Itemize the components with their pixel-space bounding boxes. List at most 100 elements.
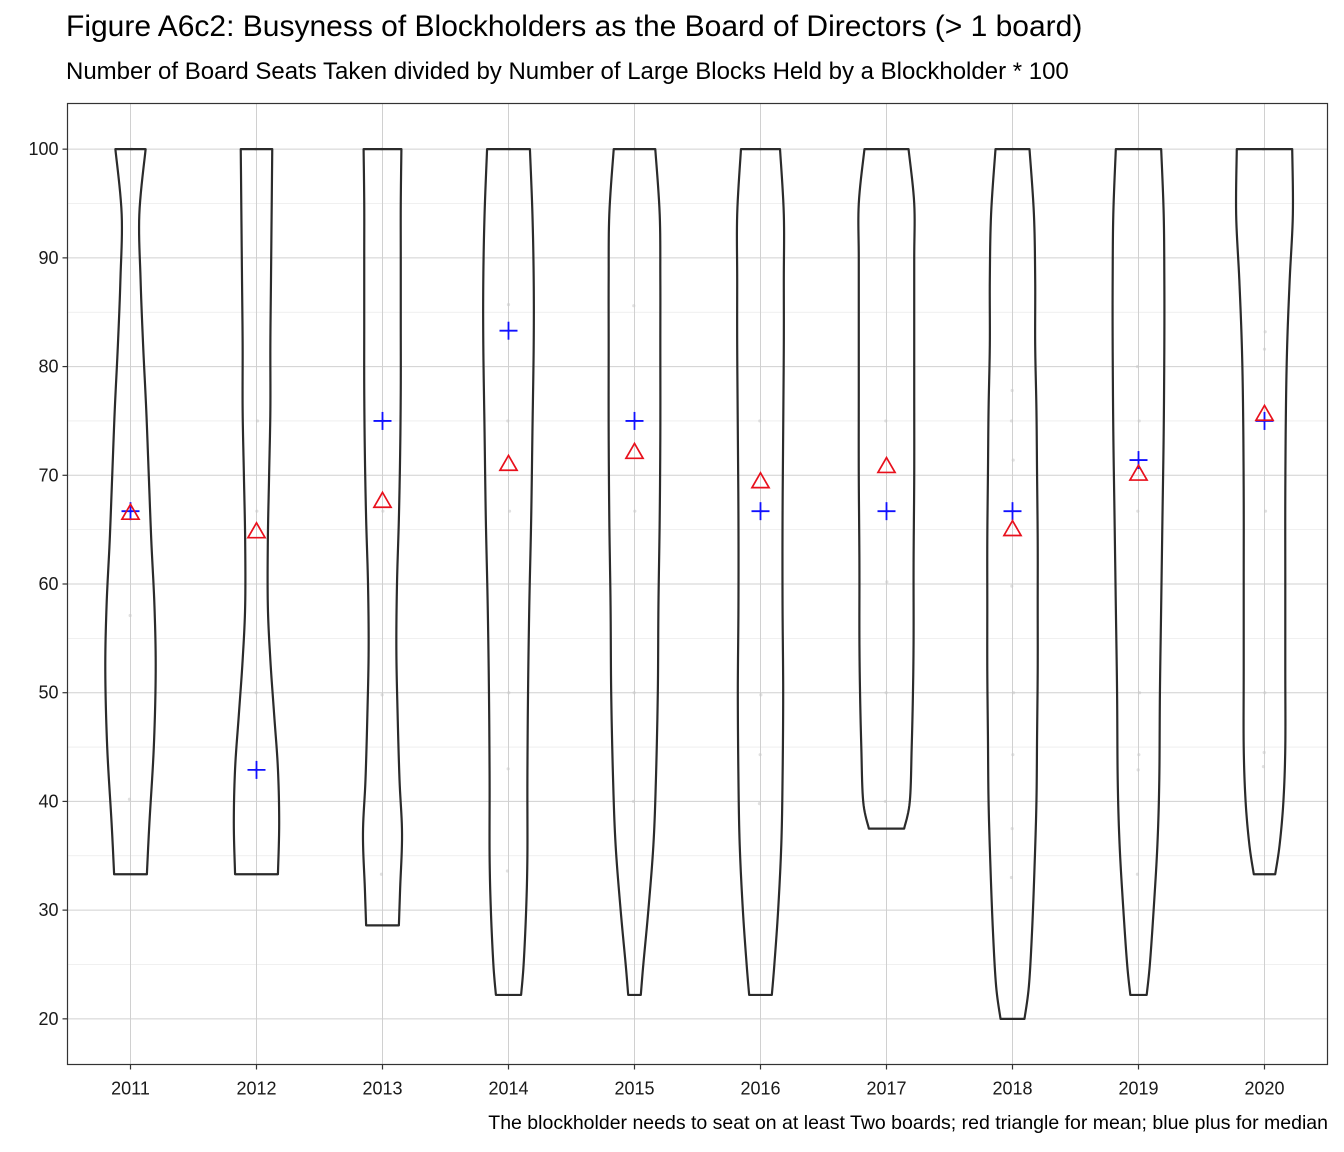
data-point [381, 509, 385, 513]
mean-marker-2014 [498, 453, 519, 472]
data-point [758, 419, 762, 423]
mean-marker-2013 [372, 490, 393, 509]
x-tick-label: 2019 [1118, 1079, 1158, 1099]
data-point [1011, 753, 1015, 757]
y-tick-label: 80 [38, 357, 58, 377]
data-point [1009, 875, 1014, 880]
data-point [1263, 330, 1267, 334]
violin-2018 [986, 148, 1039, 1020]
data-point [1261, 765, 1266, 769]
data-point [1010, 826, 1014, 831]
data-point [127, 797, 132, 801]
data-point [1011, 458, 1015, 462]
violin-2012 [232, 148, 281, 876]
x-tick-label: 2011 [111, 1079, 150, 1099]
data-point [506, 303, 511, 307]
x-tick-label: 2012 [236, 1079, 276, 1099]
median-marker-2017 [877, 502, 896, 521]
data-point [255, 509, 259, 513]
data-point [885, 580, 889, 584]
chart-caption: The blockholder needs to seat on at leas… [488, 1112, 1328, 1134]
mean-marker-2018 [1002, 518, 1023, 537]
data-point [1010, 388, 1014, 393]
data-point [1262, 347, 1267, 351]
data-point [1137, 691, 1142, 695]
mean-marker-2017 [876, 455, 897, 474]
x-tick-label: 2013 [362, 1079, 402, 1099]
data-point [632, 691, 636, 695]
data-point [1136, 768, 1140, 772]
data-point [1137, 419, 1141, 423]
data-point [380, 693, 384, 697]
chart-title: Figure A6c2: Busyness of Blockholders as… [66, 10, 1083, 43]
data-point [507, 691, 511, 695]
x-tick-label: 2017 [866, 1079, 906, 1099]
x-tick-label: 2016 [740, 1079, 780, 1099]
axes: 20 30 40 50 60 70 80 90 100 2011 2012 2013 2014 2015 2… [28, 139, 1284, 1098]
chart-subtitle: Number of Board Seats Taken divided by N… [66, 58, 1069, 85]
data-point [632, 304, 636, 308]
grid [67, 103, 1328, 1065]
x-tick-label: 2018 [992, 1079, 1032, 1099]
data-point [631, 799, 636, 804]
summary-markers [120, 321, 1275, 779]
data-point [759, 693, 763, 697]
data-point [883, 799, 888, 804]
data-point [1137, 753, 1141, 757]
y-tick-label: 30 [38, 900, 58, 920]
x-tick-label: 2020 [1244, 1079, 1284, 1099]
mean-marker-2016 [750, 471, 771, 489]
data-point [1009, 419, 1014, 423]
data-point [506, 767, 510, 771]
median-marker-2016 [751, 502, 770, 521]
data-point [1263, 691, 1267, 695]
violin-2019 [1111, 148, 1166, 997]
violin-2011 [104, 148, 157, 876]
y-tick-label: 60 [38, 574, 58, 594]
y-tick-label: 100 [28, 139, 58, 159]
violin-2017 [857, 148, 916, 830]
median-marker-2012 [247, 760, 266, 779]
data-point [1136, 509, 1140, 513]
data-point [1010, 584, 1014, 588]
y-tick-label: 40 [38, 791, 58, 811]
y-tick-label: 20 [38, 1009, 58, 1029]
y-tick-label: 50 [38, 683, 58, 703]
violin-2015 [607, 148, 662, 997]
mean-marker-2011 [120, 502, 141, 521]
data-point [379, 872, 384, 876]
data-point [1135, 872, 1140, 876]
data-point [757, 801, 762, 806]
median-marker-2015 [625, 411, 644, 430]
data-point [507, 509, 512, 513]
data-point [633, 509, 637, 513]
y-tick-label: 70 [38, 465, 58, 485]
violin-2014 [482, 148, 535, 997]
y-tick-label: 90 [38, 248, 58, 268]
violin-2016 [735, 148, 786, 997]
data-point [884, 691, 888, 695]
data-point [255, 419, 260, 423]
data-point [254, 691, 258, 695]
median-marker-2013 [373, 411, 392, 430]
mean-marker-2020 [1254, 403, 1275, 422]
x-tick-label: 2015 [614, 1079, 654, 1099]
data-point [506, 419, 510, 423]
violin-2020 [1234, 148, 1295, 876]
data-point [1135, 364, 1140, 369]
x-tick-label: 2014 [488, 1079, 528, 1099]
median-marker-2014 [499, 321, 518, 340]
data-point [1262, 750, 1266, 755]
data-point [758, 753, 762, 757]
mean-marker-2015 [624, 441, 645, 460]
data-point [884, 419, 888, 423]
data-point [1263, 509, 1268, 513]
violin-2013 [361, 148, 404, 927]
mean-marker-2019 [1128, 463, 1149, 481]
data-point [1011, 691, 1016, 695]
data-point [128, 613, 132, 618]
data-point [505, 869, 510, 873]
mean-marker-2012 [246, 521, 267, 539]
median-marker-2018 [1003, 502, 1022, 521]
